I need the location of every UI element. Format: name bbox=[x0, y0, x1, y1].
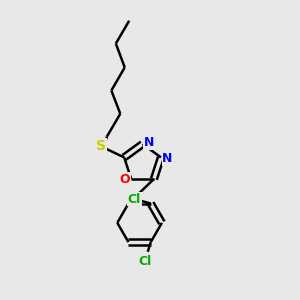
Text: O: O bbox=[119, 172, 130, 185]
Text: N: N bbox=[144, 136, 154, 149]
Text: N: N bbox=[162, 152, 173, 165]
Text: S: S bbox=[96, 139, 106, 152]
Text: Cl: Cl bbox=[128, 193, 141, 206]
Text: Cl: Cl bbox=[138, 255, 152, 268]
